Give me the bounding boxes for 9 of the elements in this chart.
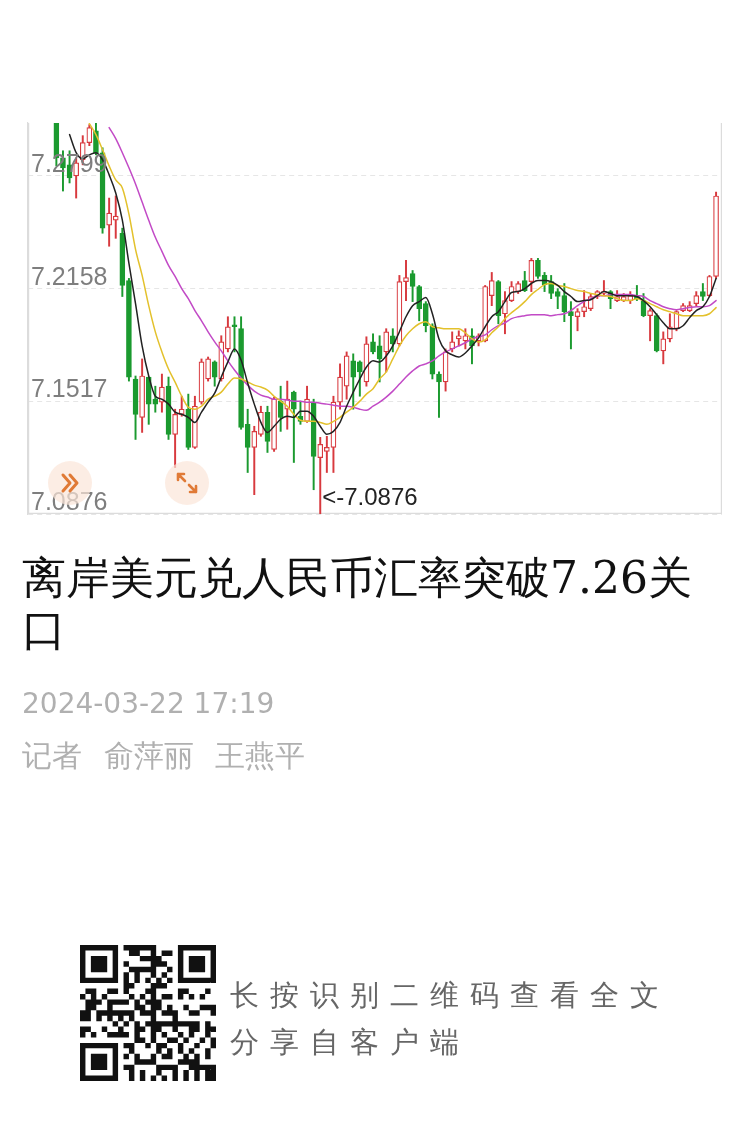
text: 离岸美元兑人民币汇率突破7.26关口 (22, 552, 693, 656)
text: 记者 俞萍丽 王燕平 (22, 738, 306, 774)
text: 2024-03-22 17:19 (22, 686, 275, 722)
y-tick-label: 7.2158 (31, 261, 108, 290)
y-tick-label: 7.0876 (31, 486, 108, 515)
annotation: <-7.0876 (322, 482, 418, 510)
y-tick-label: 7.1517 (31, 374, 108, 403)
text: 长按识别二维码查看全文 (230, 977, 670, 1014)
text: 分享自客户端 (230, 1024, 470, 1061)
